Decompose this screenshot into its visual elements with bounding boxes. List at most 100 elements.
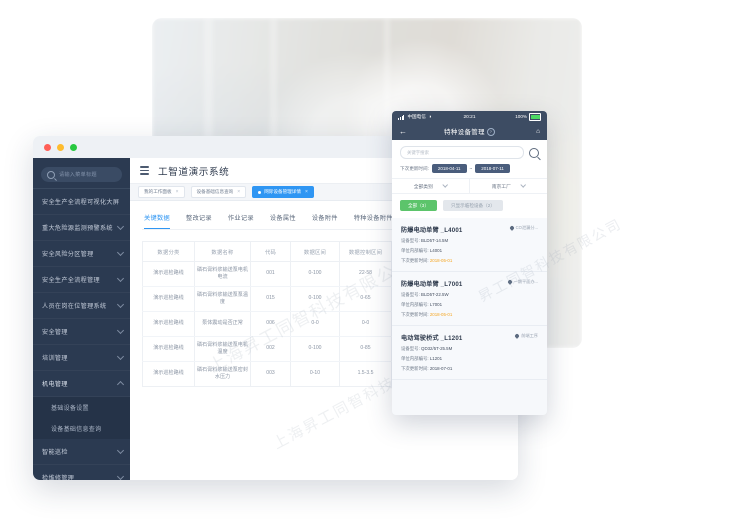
help-icon[interactable]: ?	[486, 127, 495, 136]
device-location: 一期平面办...	[506, 279, 538, 285]
sidebar-item-label: 安全管理	[42, 329, 68, 336]
list-item[interactable]: 电动驾驶桥式 _L1201 前端工序 设备型号: QD32/5T-25.5M 单…	[392, 326, 547, 380]
device-model-row: 设备型号: QD32/5T-25.5M	[401, 346, 538, 352]
sidebar-item-6[interactable]: 培训管理	[33, 345, 130, 371]
page-tab-label: 我的工作面板	[144, 189, 172, 194]
col-name: 数据名称	[194, 241, 251, 262]
sidebar-item-4[interactable]: 人员在岗在位管理系统	[33, 293, 130, 319]
home-icon[interactable]: ⌂	[536, 128, 540, 135]
page-tab-1[interactable]: 设备基础信息查询 ×	[190, 186, 247, 198]
device-location: CO泄漏分...	[508, 225, 538, 231]
list-item[interactable]: 防爆电动单臂 _L7001 一期平面办... 设备型号: BLD5T-22.5W…	[392, 272, 547, 326]
table-row[interactable]: 演示巡检路线 磷石膏料浆输送泵密封水压力 003 0-10 1.5-3.5	[142, 361, 392, 387]
device-model-value: BLD5T-22.5W	[421, 292, 449, 297]
device-next-value: 2018-05-01	[429, 258, 453, 263]
cell-range: 0-100	[290, 261, 340, 287]
cell-category: 演示巡检路线	[142, 361, 195, 387]
page-tab-label: 设备基础信息查询	[196, 189, 234, 194]
tab-device-attachments[interactable]: 设备附件	[311, 215, 338, 222]
category-select-value: 全部类别	[413, 184, 433, 190]
cell-range: 0-100	[290, 286, 340, 312]
sidebar-item-7[interactable]: 机电管理	[33, 371, 130, 397]
device-next-row: 下次更新时间: 2018-07-01	[401, 366, 538, 372]
device-next-label: 下次更新时间:	[401, 312, 429, 317]
cell-category: 演示巡检路线	[142, 286, 195, 312]
chevron-down-icon	[116, 222, 125, 231]
page-tab-0[interactable]: 我的工作面板 ×	[138, 186, 185, 198]
sidebar-item-label: 安全生产全流程管理	[42, 277, 100, 284]
hamburger-icon[interactable]	[140, 166, 149, 175]
chip-inspection-only[interactable]: 只显示临检设备（2）	[442, 200, 503, 211]
factory-select[interactable]: 南京工厂	[470, 179, 547, 193]
list-item[interactable]: 防爆电动单臂 _L4001 CO泄漏分... 设备型号: BLD5T-14.5M…	[392, 218, 547, 272]
tab-key-data[interactable]: 关键数据	[144, 213, 170, 229]
device-name: 电动驾驶桥式 _L1201	[401, 335, 463, 342]
close-icon[interactable]	[44, 143, 51, 151]
search-icon	[47, 170, 55, 179]
table-row[interactable]: 演示巡检路线 泵体震动是否正常 006 0-0 0-0	[142, 311, 392, 337]
battery-percent: 100%	[515, 114, 527, 120]
table-row[interactable]: 演示巡检路线 磷石膏料浆输送泵泵温度 015 0-100 0-65	[142, 286, 392, 312]
sidebar-search[interactable]: 请输入菜单标题	[41, 167, 122, 182]
device-next-label: 下次更新时间:	[401, 366, 429, 371]
cell-name: 磷石膏料浆输送泵泵温度	[194, 286, 251, 312]
tab-work-records[interactable]: 作业记录	[227, 215, 254, 222]
cell-name: 泵体震动是否正常	[194, 311, 251, 337]
device-next-label: 下次更新时间:	[401, 258, 429, 263]
cell-code: 015	[250, 286, 291, 312]
tab-special-device-attachments[interactable]: 特种设备附件	[353, 215, 393, 222]
device-code-value: L4001	[429, 248, 443, 253]
category-select[interactable]: 全部类别	[392, 179, 470, 193]
table-row[interactable]: 演示巡检路线 磷石膏料浆输送泵电机温度 002 0-100 0-85	[142, 336, 392, 362]
device-model-label: 设备型号:	[401, 346, 420, 351]
sidebar-subitem-0[interactable]: 基础设备设置	[33, 397, 130, 418]
device-model-label: 设备型号:	[401, 238, 420, 243]
date-end-field[interactable]: 2018-07-11	[475, 164, 510, 173]
tab-device-properties[interactable]: 设备属性	[269, 215, 296, 222]
cell-code: 002	[250, 336, 291, 362]
sidebar-item-3[interactable]: 安全生产全流程管理	[33, 267, 130, 293]
sidebar-item-label: 人员在岗在位管理系统	[42, 303, 107, 310]
cell-name: 磷石膏料浆输送泵密封水压力	[194, 361, 251, 387]
cell-control-range: 0-85	[339, 336, 392, 362]
chip-all[interactable]: 全部（3）	[400, 200, 437, 211]
close-icon[interactable]: ×	[304, 189, 308, 195]
sidebar-item-2[interactable]: 安全风险分区管理	[33, 241, 130, 267]
sidebar-item-0[interactable]: 安全生产全流程可视化大屏	[33, 189, 130, 215]
device-name: 防爆电动单臂 _L7001	[401, 281, 463, 288]
chevron-down-icon	[116, 446, 125, 455]
close-icon[interactable]: ×	[237, 189, 241, 195]
maximize-icon[interactable]	[70, 143, 77, 151]
device-next-row: 下次更新时间: 2018-05-01	[401, 312, 538, 318]
phone-nav-bar: ← 特种设备管理 ? ⌂	[392, 123, 547, 140]
sidebar-item-1[interactable]: 重大危险源监测预警系统	[33, 215, 130, 241]
cell-category: 演示巡检路线	[142, 336, 195, 362]
minimize-icon[interactable]	[57, 143, 64, 151]
cell-code: 001	[250, 261, 291, 287]
arrow-left-icon[interactable]: ←	[399, 126, 407, 136]
sidebar-item-5[interactable]: 安全管理	[33, 319, 130, 345]
table-row[interactable]: 演示巡检路线 磷石膏料浆输送泵电机电流 001 0-100 22-58	[142, 261, 392, 287]
date-start-field[interactable]: 2018-04-11	[431, 164, 467, 173]
location-label: CO泄漏分...	[515, 225, 538, 230]
search-input[interactable]: 关键字搜索	[400, 146, 524, 159]
page-title: 工智道演示系统	[158, 166, 230, 178]
sidebar-item-label: 安全风险分区管理	[42, 251, 94, 258]
sidebar: 请输入菜单标题 安全生产全流程可视化大屏 重大危险源监测预警系统 安全风险分区管…	[33, 158, 130, 480]
page-tab-2[interactable]: 网际设备管理详情 ×	[252, 186, 314, 198]
device-next-value: 2018-07-01	[429, 366, 453, 371]
chevron-down-icon	[519, 181, 527, 189]
page-tab-label: 网际设备管理详情	[264, 189, 301, 194]
cell-code: 003	[250, 361, 291, 387]
tab-rectification-records[interactable]: 整改记录	[185, 215, 212, 222]
cell-code: 006	[250, 311, 291, 337]
status-time: 20:21	[463, 114, 476, 120]
sidebar-item-8[interactable]: 智能巡检	[33, 439, 130, 465]
search-icon[interactable]	[529, 147, 539, 158]
chevron-down-icon	[116, 248, 125, 257]
cell-category: 演示巡检路线	[142, 261, 195, 287]
close-icon[interactable]: ×	[175, 189, 179, 195]
sidebar-subitem-1[interactable]: 设备基础信息查询	[33, 418, 130, 439]
sidebar-item-9[interactable]: 检维修管理	[33, 465, 130, 480]
sidebar-divider	[33, 188, 130, 189]
